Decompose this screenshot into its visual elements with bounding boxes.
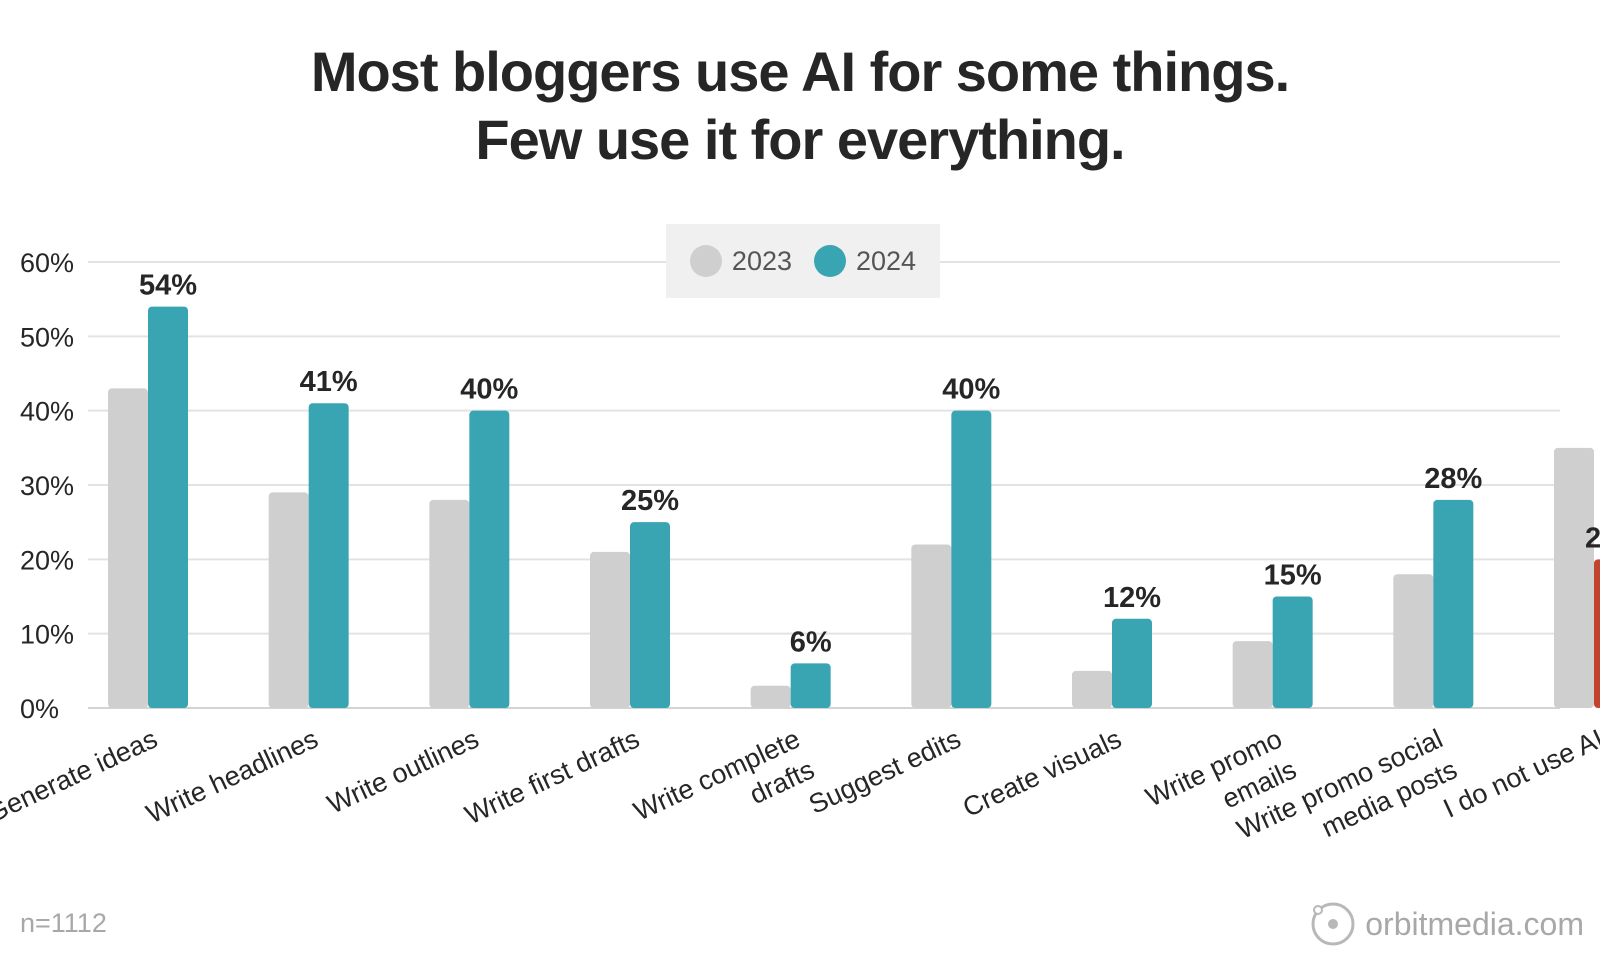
brand-mark[interactable]: orbitmedia.com: [1309, 900, 1584, 948]
bar-2023: [268, 492, 309, 708]
legend-swatch-2024: [814, 245, 846, 277]
y-tick-label: 30%: [20, 471, 74, 501]
bar-2024: [148, 306, 188, 708]
legend-label-2024: 2024: [856, 245, 917, 276]
bar-2024: [1272, 596, 1313, 708]
bar-2023: [1072, 670, 1112, 708]
x-tick-label-line: Write headlines: [142, 723, 323, 829]
x-tick-label: Write first drafts: [460, 723, 644, 830]
data-label: 40%: [460, 374, 518, 406]
bar-2023: [1554, 447, 1594, 708]
legend-label-2023: 2023: [731, 245, 792, 276]
x-tick-label: Create visuals: [958, 723, 1126, 822]
y-tick-label: 20%: [20, 545, 74, 575]
data-label: 6%: [790, 626, 832, 658]
chart-title: Most bloggers use AI for some things. Fe…: [0, 38, 1600, 174]
x-tick-label-line: Suggest edits: [804, 723, 965, 819]
x-tick-label: Write headlines: [142, 723, 323, 829]
title-line-2: Few use it for everything.: [475, 108, 1125, 171]
x-tick-label: Write outlines: [323, 723, 483, 819]
brand-name: orbitmedia.com: [1365, 905, 1584, 942]
bar-2023: [750, 685, 791, 708]
x-tick-label: Generate ideas: [0, 723, 162, 828]
y-tick-label: 0%: [20, 694, 59, 724]
bar-2024: [1433, 499, 1474, 708]
bar-2023: [590, 551, 630, 708]
bar-2023: [1232, 641, 1273, 708]
data-label: 41%: [300, 366, 358, 398]
bar-2024: [469, 410, 510, 708]
y-tick-label: 40%: [20, 397, 74, 427]
bar-2024: [630, 522, 670, 708]
data-label: 54%: [139, 270, 197, 302]
bar-2023: [429, 499, 470, 708]
sample-size-note: n=1112: [20, 908, 107, 938]
data-label: 20%: [1585, 522, 1600, 554]
bar-2024: [308, 403, 349, 708]
data-label: 28%: [1424, 463, 1482, 495]
x-tick-label-line: Write first drafts: [460, 723, 644, 830]
data-label: 12%: [1103, 582, 1161, 614]
legend-item-2023: 2023: [689, 245, 792, 277]
legend-item-2024: 2024: [814, 245, 916, 277]
data-label: 40%: [942, 374, 1000, 406]
bar-2023: [1393, 574, 1434, 708]
x-tick-label: Suggest edits: [804, 723, 965, 819]
bar-2024: [790, 663, 831, 708]
title-line-1: Most bloggers use AI for some things.: [310, 40, 1290, 103]
bar-2024: [1594, 559, 1600, 708]
x-tick-label-line: Generate ideas: [0, 723, 162, 828]
x-tick-label-line: Write outlines: [323, 723, 483, 819]
bar-2024: [1112, 618, 1152, 708]
data-label: 25%: [621, 485, 679, 517]
legend-swatch-2023: [689, 245, 722, 277]
bar-2024: [951, 410, 992, 708]
x-tick-label-line: I do not use AI: [1439, 723, 1600, 823]
legend: 2023 2024: [666, 224, 940, 298]
y-tick-label: 50%: [20, 322, 74, 352]
bar-2023: [911, 544, 952, 708]
y-tick-label: 10%: [20, 620, 74, 650]
x-tick-label-line: Create visuals: [958, 723, 1126, 822]
orbit-circle-icon: [1311, 902, 1355, 946]
y-tick-label: 60%: [20, 248, 74, 278]
x-tick-label: I do not use AI: [1439, 723, 1600, 823]
data-label: 15%: [1264, 560, 1322, 592]
bar-2023: [108, 388, 148, 708]
